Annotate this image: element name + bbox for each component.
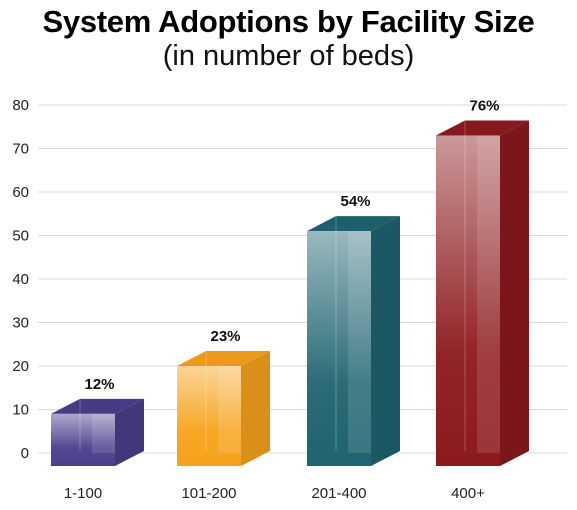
chart-title: System Adoptions by Facility Size — [42, 4, 535, 39]
bar-side — [371, 216, 400, 466]
bar-glass — [218, 366, 241, 453]
bar-glass — [92, 413, 115, 453]
data-label: 23% — [210, 328, 240, 345]
y-tick-label: 0 — [21, 445, 29, 462]
data-label: 12% — [84, 376, 114, 393]
y-tick-label: 30 — [12, 315, 29, 332]
y-tick-label: 70 — [12, 141, 29, 158]
x-category-label: 101-200 — [181, 485, 236, 502]
y-tick-label: 50 — [12, 228, 29, 245]
bar-side — [241, 351, 270, 466]
data-label: 54% — [340, 193, 370, 210]
y-tick-label: 60 — [12, 184, 29, 201]
data-label: 76% — [469, 97, 499, 114]
bar-side — [500, 120, 529, 466]
bar-side — [115, 398, 144, 466]
bar-front — [307, 231, 371, 466]
bar-top — [307, 216, 400, 232]
y-tick-label: 40 — [12, 271, 29, 288]
bar-1-100: 12% — [51, 376, 144, 466]
bar-101-200: 23% — [177, 328, 270, 466]
bar-top — [51, 398, 144, 414]
bar-front — [51, 413, 115, 466]
bar-201-400: 54% — [307, 193, 400, 466]
x-category-label: 201-400 — [311, 485, 366, 502]
x-category-label: 1-100 — [64, 485, 102, 502]
x-category-label: 400+ — [451, 485, 485, 502]
y-tick-label: 20 — [12, 358, 29, 375]
y-tick-label: 10 — [12, 402, 29, 419]
bar-400+: 76% — [436, 97, 529, 466]
y-axis-ticks: 0 10 20 30 40 50 60 70 80 — [12, 97, 29, 462]
chart-subtitle: (in number of beds) — [162, 40, 415, 72]
bar-top — [177, 351, 270, 366]
bar-front — [177, 366, 241, 466]
bar-glass — [477, 135, 500, 453]
y-tick-label: 80 — [12, 97, 29, 114]
bar-glass — [348, 231, 371, 453]
x-axis-categories: 1-100 101-200 201-400 400+ — [64, 485, 485, 502]
bar-front — [436, 135, 500, 466]
bars: 12% 23% 54% 76% — [51, 97, 529, 466]
bar-top — [436, 120, 529, 136]
